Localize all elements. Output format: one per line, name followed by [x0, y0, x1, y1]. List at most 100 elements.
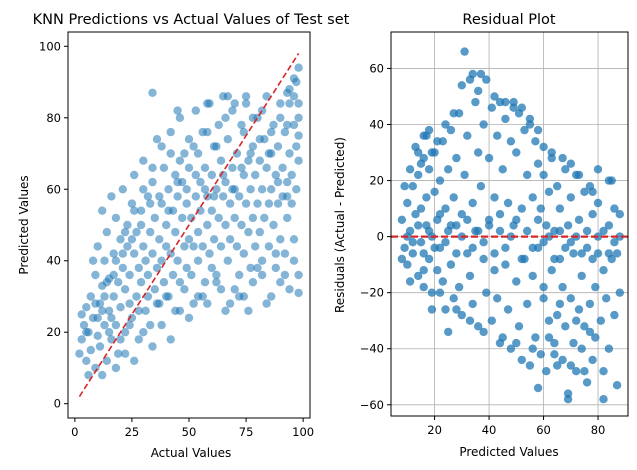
- left-data-point: [178, 214, 186, 222]
- right-data-point: [616, 210, 624, 218]
- left-data-point: [114, 278, 122, 286]
- left-data-point: [226, 199, 234, 207]
- left-data-point: [237, 121, 245, 129]
- right-data-point: [556, 204, 564, 212]
- left-data-point: [192, 106, 200, 114]
- left-data-point: [162, 221, 170, 229]
- left-data-point: [169, 271, 177, 279]
- right-y-tick-label: 20: [369, 174, 384, 188]
- left-data-point: [112, 364, 120, 372]
- left-data-point: [258, 185, 266, 193]
- ideal-fit-line: [79, 53, 298, 396]
- right-data-point: [466, 317, 474, 325]
- left-data-point: [100, 292, 108, 300]
- left-data-point: [274, 199, 282, 207]
- right-data-point: [414, 148, 422, 156]
- right-data-point: [605, 345, 613, 353]
- left-data-point: [251, 242, 259, 250]
- left-data-point: [215, 214, 223, 222]
- left-data-point: [265, 242, 273, 250]
- left-data-point: [82, 357, 90, 365]
- left-data-point: [125, 271, 133, 279]
- left-data-point: [260, 214, 268, 222]
- left-data-point: [221, 178, 229, 186]
- right-data-point: [493, 294, 501, 302]
- left-data-point: [294, 157, 302, 165]
- right-data-point: [610, 311, 618, 319]
- right-data-point: [417, 160, 425, 168]
- left-data-point: [217, 242, 225, 250]
- right-data-point: [550, 350, 558, 358]
- left-data-point: [235, 292, 243, 300]
- left-data-point: [185, 314, 193, 322]
- left-data-point: [201, 185, 209, 193]
- right-data-point: [567, 160, 575, 168]
- left-data-point: [276, 99, 284, 107]
- right-data-point: [567, 361, 575, 369]
- left-data-point: [141, 257, 149, 265]
- right-data-point: [567, 294, 575, 302]
- right-data-point: [523, 227, 531, 235]
- left-data-point: [171, 307, 179, 315]
- left-data-point: [258, 271, 266, 279]
- right-axes: 20 40 60 80 −60−40−200204060 Residual Plot …: [333, 12, 628, 459]
- left-data-point: [221, 307, 229, 315]
- right-data-point: [594, 199, 602, 207]
- left-data-point: [217, 157, 225, 165]
- right-data-point: [441, 238, 449, 246]
- left-data-point: [194, 228, 202, 236]
- left-data-point: [274, 178, 282, 186]
- right-data-point: [613, 381, 621, 389]
- left-data-point: [272, 264, 280, 272]
- right-data-point: [539, 294, 547, 302]
- right-data-point: [526, 115, 534, 123]
- right-data-point: [417, 238, 425, 246]
- right-data-point: [504, 199, 512, 207]
- left-data-point: [96, 342, 104, 350]
- right-data-point: [482, 75, 490, 83]
- left-data-point: [294, 63, 302, 71]
- left-data-point: [164, 185, 172, 193]
- left-data-point: [180, 285, 188, 293]
- left-data-point: [160, 164, 168, 172]
- left-data-point: [128, 199, 136, 207]
- left-data-point: [242, 99, 250, 107]
- left-data-point: [292, 142, 300, 150]
- right-data-point: [523, 171, 531, 179]
- left-data-point: [249, 278, 257, 286]
- left-data-point: [235, 271, 243, 279]
- right-data-point: [444, 328, 452, 336]
- right-data-point: [436, 210, 444, 218]
- right-data-point: [578, 345, 586, 353]
- left-data-point: [176, 157, 184, 165]
- right-data-point: [599, 367, 607, 375]
- right-data-point: [409, 249, 417, 257]
- right-data-point: [414, 171, 422, 179]
- left-data-point: [228, 185, 236, 193]
- right-data-point: [539, 171, 547, 179]
- left-data-point: [208, 264, 216, 272]
- left-data-point: [224, 257, 232, 265]
- left-x-ticks: 0 25 50 75 100: [71, 418, 314, 439]
- right-x-axis-label: Predicted Values: [459, 445, 558, 459]
- right-data-point: [420, 283, 428, 291]
- left-data-point: [265, 149, 273, 157]
- left-data-point: [265, 199, 273, 207]
- left-data-point: [205, 249, 213, 257]
- right-data-point: [518, 255, 526, 263]
- left-data-point: [194, 149, 202, 157]
- right-data-point: [455, 283, 463, 291]
- left-y-axis-label: Predicted Values: [17, 175, 31, 274]
- left-x-tick-label: 0: [71, 425, 78, 439]
- left-data-point: [290, 235, 298, 243]
- right-data-point: [444, 165, 452, 173]
- left-data-point: [146, 199, 154, 207]
- left-data-point: [203, 128, 211, 136]
- left-data-point: [87, 292, 95, 300]
- left-data-point: [173, 106, 181, 114]
- left-data-point: [242, 92, 250, 100]
- left-data-point: [146, 321, 154, 329]
- left-data-point: [208, 171, 216, 179]
- left-data-point: [82, 303, 90, 311]
